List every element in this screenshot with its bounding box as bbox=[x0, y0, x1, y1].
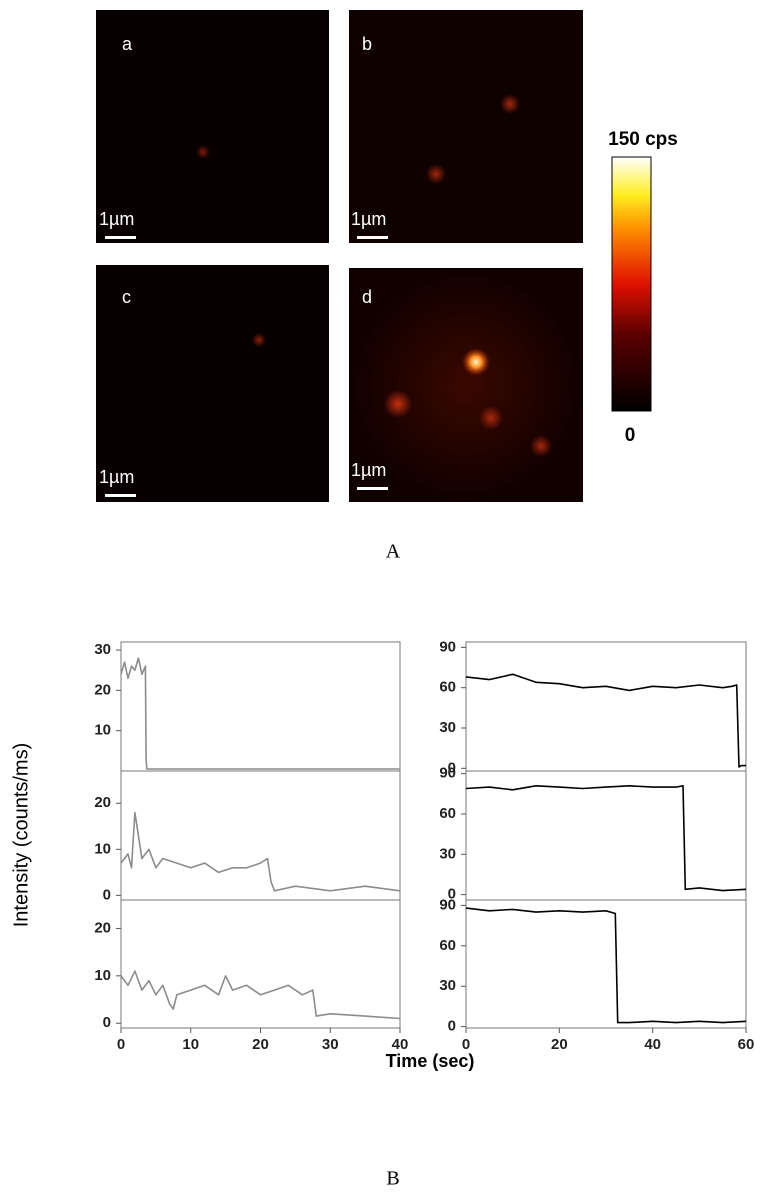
microscopy-images: a b c d 1µm 1µm 1µm 1µm bbox=[96, 10, 583, 502]
trace bbox=[120, 657, 400, 770]
spot bbox=[252, 333, 266, 347]
trace bbox=[465, 785, 747, 892]
plot-frame bbox=[465, 899, 747, 1029]
plot-frame bbox=[120, 641, 401, 772]
x-tick-label: 40 bbox=[644, 1036, 661, 1053]
spot bbox=[462, 348, 490, 376]
spot bbox=[500, 94, 520, 114]
y-tick-label: 20 bbox=[94, 794, 111, 811]
y-tick-label: 90 bbox=[439, 896, 456, 913]
trace bbox=[120, 811, 401, 892]
spot bbox=[530, 435, 552, 457]
colorbar-min-label: 0 bbox=[625, 425, 636, 446]
trace bbox=[120, 970, 401, 1020]
y-tick-label: 0 bbox=[103, 886, 111, 903]
scale-bar-label: 1µm bbox=[351, 460, 386, 480]
scale-bar bbox=[357, 236, 388, 239]
y-tick-label: 60 bbox=[439, 679, 456, 696]
x-axis-label: Time (sec) bbox=[386, 1051, 475, 1071]
y-tick-label: 10 bbox=[94, 967, 111, 984]
y-tick-label: 0 bbox=[448, 1018, 456, 1035]
trace bbox=[465, 673, 746, 768]
y-tick-label: 10 bbox=[94, 840, 111, 857]
x-tick-label: 60 bbox=[738, 1036, 755, 1053]
y-tick-label: 30 bbox=[439, 845, 456, 862]
image-label: a bbox=[122, 34, 133, 54]
image-a bbox=[96, 10, 329, 243]
y-tick-label: 90 bbox=[439, 638, 456, 655]
spot bbox=[196, 145, 210, 159]
scale-bar bbox=[105, 494, 136, 497]
spot bbox=[384, 390, 412, 418]
x-tick-label: 20 bbox=[252, 1036, 269, 1053]
scale-bar bbox=[357, 487, 388, 490]
y-tick-label: 60 bbox=[439, 805, 456, 822]
spot bbox=[426, 164, 446, 184]
image-b bbox=[349, 10, 583, 243]
y-axis-label: Intensity (counts/ms) bbox=[10, 743, 32, 928]
x-tick-label: 40 bbox=[392, 1036, 409, 1053]
plot-frame bbox=[120, 899, 401, 1029]
y-tick-label: 20 bbox=[94, 919, 111, 936]
scale-bar bbox=[105, 236, 136, 239]
plot-frame bbox=[465, 641, 747, 772]
plot-frame bbox=[120, 770, 401, 901]
y-tick-label: 30 bbox=[439, 977, 456, 994]
y-tick-label: 30 bbox=[94, 641, 111, 658]
x-tick-label: 20 bbox=[551, 1036, 568, 1053]
image-label: b bbox=[362, 34, 372, 54]
y-tick-label: 90 bbox=[439, 765, 456, 782]
y-tick-label: 60 bbox=[439, 937, 456, 954]
y-tick-label: 30 bbox=[439, 719, 456, 736]
scale-bar-label: 1µm bbox=[99, 209, 134, 229]
x-tick-label: 0 bbox=[117, 1036, 125, 1053]
colorbar bbox=[611, 156, 652, 412]
x-tick-label: 0 bbox=[462, 1036, 470, 1053]
x-tick-label: 30 bbox=[322, 1036, 339, 1053]
image-c bbox=[96, 265, 329, 502]
trace bbox=[465, 907, 747, 1024]
spot bbox=[479, 406, 503, 430]
y-tick-label: 20 bbox=[94, 681, 111, 698]
y-tick-label: 0 bbox=[448, 886, 456, 903]
image-d bbox=[349, 268, 583, 502]
scale-bar-label: 1µm bbox=[99, 467, 134, 487]
y-tick-label: 0 bbox=[103, 1014, 111, 1031]
caption: B bbox=[386, 1168, 399, 1190]
colorbar-max-label: 150 cps bbox=[608, 129, 678, 150]
y-tick-label: 10 bbox=[94, 722, 111, 739]
caption: A bbox=[386, 541, 401, 563]
scale-bar-label: 1µm bbox=[351, 209, 386, 229]
y-tick-label: 0 bbox=[448, 759, 456, 776]
image-label: d bbox=[362, 287, 372, 307]
image-label: c bbox=[122, 287, 131, 307]
plot-frame bbox=[465, 770, 747, 901]
x-tick-label: 10 bbox=[182, 1036, 199, 1053]
